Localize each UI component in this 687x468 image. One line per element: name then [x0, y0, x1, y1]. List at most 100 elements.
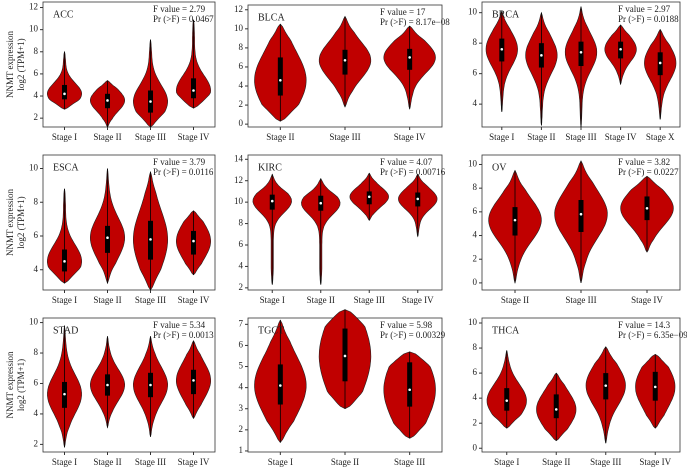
iqr-box [578, 41, 584, 67]
iqr-box [553, 394, 559, 419]
y-tick-label: 12 [234, 4, 243, 14]
y-axis-label: NNMT expression [5, 188, 15, 256]
y-tick-label: 8 [239, 218, 244, 228]
median [513, 218, 517, 222]
y-tick-label: 4 [239, 80, 244, 90]
y-tick-label: 6 [239, 61, 244, 71]
x-tick-label: Stage I [52, 295, 77, 305]
iqr-box [105, 225, 110, 253]
annotation: F value = 5.98 [380, 320, 433, 330]
median [270, 199, 274, 203]
median [500, 47, 504, 51]
annotation: F value = 4.07 [380, 157, 433, 167]
y-tick-label: 4 [239, 260, 244, 270]
x-tick-label: Stage IV [178, 457, 210, 467]
annotation: F value = 3.82 [618, 157, 670, 167]
x-tick-label: Stage I [52, 132, 77, 142]
x-tick-label: Stage III [354, 295, 385, 305]
y-tick-label: 6 [34, 230, 39, 240]
y-tick-label: 10 [234, 196, 244, 206]
y-tick-label: 10 [29, 163, 39, 173]
median [106, 99, 109, 102]
y-tick-label: 10 [468, 159, 478, 169]
y-tick-label: 6 [473, 206, 478, 216]
iqr-box [342, 49, 348, 75]
median [149, 100, 152, 103]
annotation: Pr (>F) = 8.17e−08 [380, 17, 450, 27]
y-tick-label: 4 [34, 90, 39, 100]
x-tick-label: Stage X [646, 132, 675, 142]
y-tick-label: 2 [473, 253, 478, 263]
median [343, 354, 347, 358]
y-tick-label: 12 [234, 175, 243, 185]
median [416, 197, 420, 201]
y-tick-label: 4 [239, 382, 244, 392]
median [63, 260, 66, 263]
y-tick-label: 10 [468, 7, 478, 17]
x-tick-label: Stage II [93, 132, 121, 142]
x-tick-label: Stage I [494, 457, 519, 467]
y-tick-label: 10 [234, 23, 244, 33]
x-tick-label: Stage II [501, 295, 529, 305]
panel-title: THCA [492, 325, 520, 336]
panel-title: ACC [53, 9, 74, 20]
annotation: Pr (>F) = 0.00716 [380, 167, 446, 177]
median [408, 388, 411, 392]
plot-frame [42, 1, 216, 128]
median [192, 239, 195, 243]
plot-frame [481, 317, 681, 453]
iqr-box [191, 369, 196, 395]
iqr-box [407, 362, 413, 407]
plot-frame [42, 154, 216, 291]
y-tick-label: 8 [473, 37, 478, 47]
y-tick-label: 6 [473, 68, 478, 78]
annotation: Pr (>F) = 6.35e−09 [618, 330, 687, 340]
annotation: Pr (>F) = 0.0013 [153, 330, 214, 340]
y-tick-label: 8 [473, 182, 478, 192]
annotation: F value = 2.97 [618, 4, 671, 14]
y-tick-label: 6 [34, 378, 39, 388]
x-tick-label: Stage III [135, 295, 166, 305]
x-tick-label: Stage II [527, 132, 555, 142]
annotation: F value = 2.79 [153, 4, 206, 14]
y-tick-label: 4 [473, 98, 478, 108]
x-tick-label: Stage III [135, 132, 166, 142]
panel-title: BLCA [258, 12, 285, 23]
annotation: Pr (>F) = 0.0227 [618, 167, 679, 177]
iqr-box [277, 57, 283, 96]
y-axis-label: log2 (TPM+1) [16, 359, 26, 411]
x-tick-label: Stage IV [178, 132, 210, 142]
x-tick-label: Stage II [542, 457, 570, 467]
median [367, 195, 371, 199]
median [63, 92, 66, 96]
y-tick-label: 6 [473, 367, 478, 377]
y-tick-label: 2 [34, 112, 39, 122]
median [279, 78, 282, 82]
y-tick-label: 4 [34, 264, 39, 274]
y-tick-label: 10 [468, 317, 478, 327]
y-tick-label: 8 [34, 46, 39, 56]
y-tick-label: 12 [29, 2, 38, 12]
x-tick-label: Stage III [590, 457, 621, 467]
y-axis-label: log2 (TPM+1) [16, 196, 26, 248]
x-tick-label: Stage III [565, 295, 596, 305]
y-tick-label: 2 [34, 438, 39, 448]
y-tick-label: 2 [473, 417, 478, 427]
median [604, 384, 608, 387]
x-tick-label: Stage II [307, 295, 335, 305]
panel-title: KIRC [258, 162, 282, 173]
median [149, 238, 152, 241]
y-tick-label: 1 [239, 445, 244, 455]
y-tick-label: 8 [34, 196, 39, 206]
y-tick-label: 8 [239, 42, 244, 52]
plot-frame [42, 317, 216, 453]
x-tick-label: Stage IV [639, 457, 671, 467]
y-axis-label: NNMT expression [5, 30, 15, 98]
x-tick-label: Stage II [266, 132, 294, 142]
median [554, 408, 558, 411]
x-tick-label: Stage I [52, 457, 77, 467]
y-tick-label: 5 [239, 361, 244, 371]
median [192, 379, 195, 382]
y-tick-label: 2 [239, 99, 244, 109]
median [343, 58, 347, 62]
